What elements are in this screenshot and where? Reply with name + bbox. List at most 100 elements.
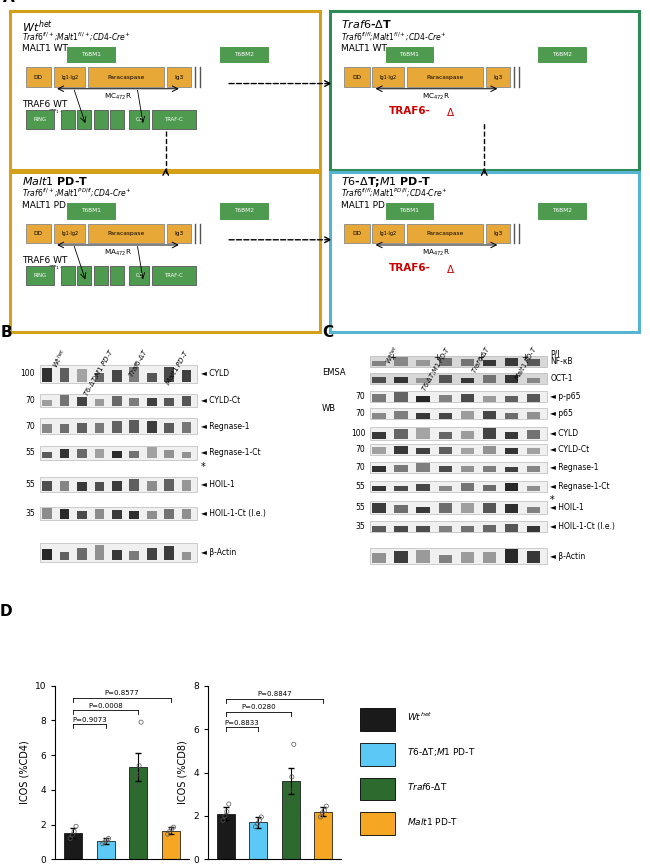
FancyBboxPatch shape [147,481,157,491]
FancyBboxPatch shape [505,396,518,402]
Point [283,793,293,807]
FancyBboxPatch shape [372,394,385,402]
FancyBboxPatch shape [129,398,139,406]
FancyBboxPatch shape [129,451,139,458]
FancyBboxPatch shape [129,511,139,519]
FancyBboxPatch shape [395,550,408,562]
FancyBboxPatch shape [372,503,385,513]
Text: T6BM2: T6BM2 [234,208,254,214]
FancyBboxPatch shape [112,450,122,458]
FancyBboxPatch shape [112,421,122,433]
Text: $\mathit{Traf6}^{fl/+}$;$\mathit{Malt1}^{PD/fl}$;$\mathit{CD4}$-$\mathit{Cre}^{+: $\mathit{Traf6}^{fl/+}$;$\mathit{Malt1}^… [22,187,132,199]
Text: P=0.8577: P=0.8577 [105,690,139,696]
FancyBboxPatch shape [330,172,639,332]
Text: ZF$_{1-4}$: ZF$_{1-4}$ [48,107,68,116]
FancyBboxPatch shape [527,358,540,366]
Point [319,804,330,818]
Point [130,779,140,793]
FancyBboxPatch shape [164,423,174,433]
Text: Ig1·Ig2: Ig1·Ig2 [61,231,78,236]
Text: DD: DD [352,75,361,80]
FancyBboxPatch shape [67,203,115,219]
FancyBboxPatch shape [372,447,385,454]
Point [162,827,173,841]
FancyBboxPatch shape [77,482,86,491]
FancyBboxPatch shape [60,509,69,519]
FancyBboxPatch shape [372,526,385,531]
FancyBboxPatch shape [417,378,430,383]
Text: $\mathit{Traf6}^{fl/+}$;$\mathit{Malt1}^{fl/+}$;$\mathit{CD4}$-$\mathit{Cre}^{+}: $\mathit{Traf6}^{fl/+}$;$\mathit{Malt1}^… [22,31,131,43]
Point [250,819,261,833]
Text: A: A [3,0,15,5]
FancyBboxPatch shape [182,423,192,433]
Text: 35: 35 [25,510,35,518]
FancyBboxPatch shape [129,266,150,286]
Text: *: * [550,495,555,504]
Point [71,819,81,833]
FancyBboxPatch shape [360,743,395,766]
FancyBboxPatch shape [10,11,320,170]
FancyBboxPatch shape [417,526,430,531]
FancyBboxPatch shape [167,68,191,87]
FancyBboxPatch shape [439,358,452,366]
Text: TRAF6-: TRAF6- [389,263,430,273]
Text: T6BM1: T6BM1 [81,52,101,57]
FancyBboxPatch shape [395,411,408,418]
Text: MA$_{472}$R: MA$_{472}$R [104,247,132,258]
Text: MALT1 PD: MALT1 PD [341,201,385,210]
Bar [250,823,267,859]
FancyBboxPatch shape [164,450,174,458]
Text: Paracaspase: Paracaspase [108,75,145,80]
Text: ◄ HOIL-1: ◄ HOIL-1 [202,480,235,489]
FancyBboxPatch shape [527,466,540,472]
Text: 55: 55 [356,503,365,512]
Text: +: + [433,353,440,362]
FancyBboxPatch shape [54,224,86,243]
FancyBboxPatch shape [10,172,320,332]
FancyBboxPatch shape [395,464,408,472]
FancyBboxPatch shape [483,411,496,418]
Point [321,799,332,813]
Text: $\mathit{Malt1}$ PD-T: $\mathit{Malt1}$ PD-T [511,344,539,383]
FancyBboxPatch shape [25,68,51,87]
FancyBboxPatch shape [94,449,104,458]
FancyBboxPatch shape [220,203,268,219]
FancyBboxPatch shape [483,485,496,491]
Bar [217,814,235,859]
FancyBboxPatch shape [417,413,430,418]
FancyBboxPatch shape [461,411,474,418]
FancyBboxPatch shape [60,368,69,382]
FancyBboxPatch shape [538,47,586,62]
FancyBboxPatch shape [483,466,496,472]
Text: Ig1·Ig2: Ig1·Ig2 [380,231,396,236]
FancyBboxPatch shape [370,391,547,403]
Text: EMSA: EMSA [322,367,345,377]
Text: $\mathit{Traf6}$-$\Delta$T: $\mathit{Traf6}$-$\Delta$T [469,344,492,375]
FancyBboxPatch shape [42,400,52,406]
FancyBboxPatch shape [60,449,69,458]
Text: +: + [389,353,396,362]
Text: TRAF6 WT: TRAF6 WT [22,256,68,265]
FancyBboxPatch shape [505,413,518,418]
FancyBboxPatch shape [439,413,452,418]
Text: $\mathit{T6}$-$\Delta$T;$\mathit{M1}$ PD-T: $\mathit{T6}$-$\Delta$T;$\mathit{M1}$ PD… [341,174,431,188]
Text: MC$_{472}$R: MC$_{472}$R [422,91,450,102]
Point [69,825,79,838]
Text: TRAF6 WT: TRAF6 WT [22,100,68,108]
Text: 70: 70 [356,444,365,454]
FancyBboxPatch shape [220,47,268,62]
FancyBboxPatch shape [461,503,474,513]
Text: P=0.9073: P=0.9073 [72,716,107,722]
Text: T6BM2: T6BM2 [552,208,572,214]
FancyBboxPatch shape [42,549,52,560]
FancyBboxPatch shape [182,396,192,406]
Text: ◄ Regnase-1-Ct: ◄ Regnase-1-Ct [202,449,261,457]
Text: P=0.0280: P=0.0280 [241,704,276,710]
Text: T6BM1: T6BM1 [400,208,419,214]
FancyBboxPatch shape [505,503,518,513]
FancyBboxPatch shape [461,552,474,562]
FancyBboxPatch shape [372,466,385,472]
FancyBboxPatch shape [129,420,139,433]
FancyBboxPatch shape [164,510,174,519]
FancyBboxPatch shape [147,511,157,519]
